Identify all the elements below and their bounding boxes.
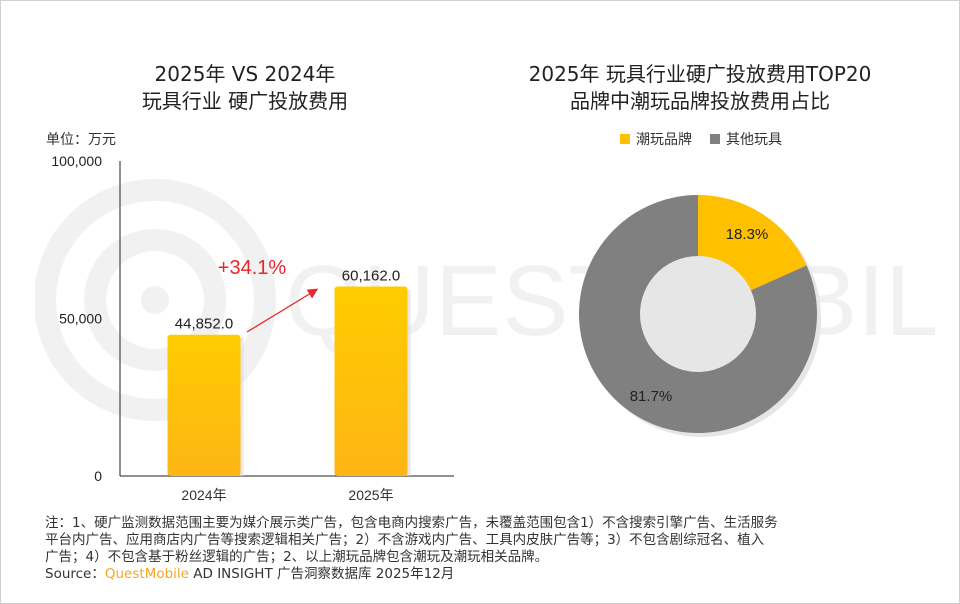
bar-chart-title: 2025年 VS 2024年 玩具行业 硬广投放费用 xyxy=(60,61,430,115)
donut-chart: 18.3% 81.7% xyxy=(579,195,821,437)
y-tick-label: 100,000 xyxy=(51,153,102,169)
source-rest: AD INSIGHT 广告洞察数据库 2025年12月 xyxy=(188,566,455,582)
source-line: Source：QuestMobile AD INSIGHT 广告洞察数据库 20… xyxy=(45,566,925,583)
bar-value-label: 60,162.0 xyxy=(342,267,400,284)
bar-2024年 xyxy=(167,334,241,476)
bar-chart-title-line-2: 玩具行业 硬广投放费用 xyxy=(141,89,349,113)
donut-chart-title-line-2: 品牌中潮玩品牌投放费用占比 xyxy=(570,89,830,113)
source-prefix: Source： xyxy=(45,566,105,582)
bar-chart: 0 50,000 100,000 44,852.0 2024年 60,162.0 2025年… xyxy=(51,153,454,503)
note-line-2: 平台内广告、应用商店内广告等搜索逻辑相关广告；2）不含游戏内广告、工具内皮肤广告… xyxy=(45,532,765,548)
growth-arrow xyxy=(246,288,319,333)
note-line-1: 注：1、硬广监测数据范围主要为媒介展示类广告，包含电商内搜索广告，未覆盖范围包含… xyxy=(45,515,778,531)
x-tick-label: 2025年 xyxy=(348,487,393,503)
y-tick-label: 50,000 xyxy=(59,311,102,327)
bar-chart-title-line-1: 2025年 VS 2024年 xyxy=(154,62,336,86)
legend-item-trendy: 潮玩品牌 xyxy=(620,129,692,149)
x-tick-label: 2024年 xyxy=(181,487,226,503)
note-line-3: 广告；4）不包含基于粉丝逻辑的广告；2、以上潮玩品牌包含潮玩及潮玩相关品牌。 xyxy=(45,549,549,565)
donut-value-label: 18.3% xyxy=(726,226,769,243)
donut-legend: 潮玩品牌 其他玩具 xyxy=(620,129,782,149)
legend-swatch-other xyxy=(710,134,720,144)
source-brand: QuestMobile xyxy=(104,566,189,582)
y-tick-label: 0 xyxy=(94,468,102,484)
footnotes: 注：1、硬广监测数据范围主要为媒介展示类广告，包含电商内搜索广告，未覆盖范围包含… xyxy=(45,515,925,583)
bar-2025年 xyxy=(334,286,408,476)
donut-chart-title-line-1: 2025年 玩具行业硬广投放费用TOP20 xyxy=(528,62,872,86)
legend-swatch-trendy xyxy=(620,134,630,144)
legend-item-other: 其他玩具 xyxy=(710,129,782,149)
donut-chart-title: 2025年 玩具行业硬广投放费用TOP20 品牌中潮玩品牌投放费用占比 xyxy=(490,61,910,115)
legend-label-trendy: 潮玩品牌 xyxy=(636,132,692,148)
donut-slice-0 xyxy=(698,195,807,291)
donut-slice-1 xyxy=(579,195,818,433)
growth-annotation: +34.1% xyxy=(218,257,287,279)
bar-value-label: 44,852.0 xyxy=(175,316,233,333)
legend-label-other: 其他玩具 xyxy=(726,132,782,148)
donut-value-label: 81.7% xyxy=(630,388,673,405)
unit-label: 单位：万元 xyxy=(46,132,116,148)
